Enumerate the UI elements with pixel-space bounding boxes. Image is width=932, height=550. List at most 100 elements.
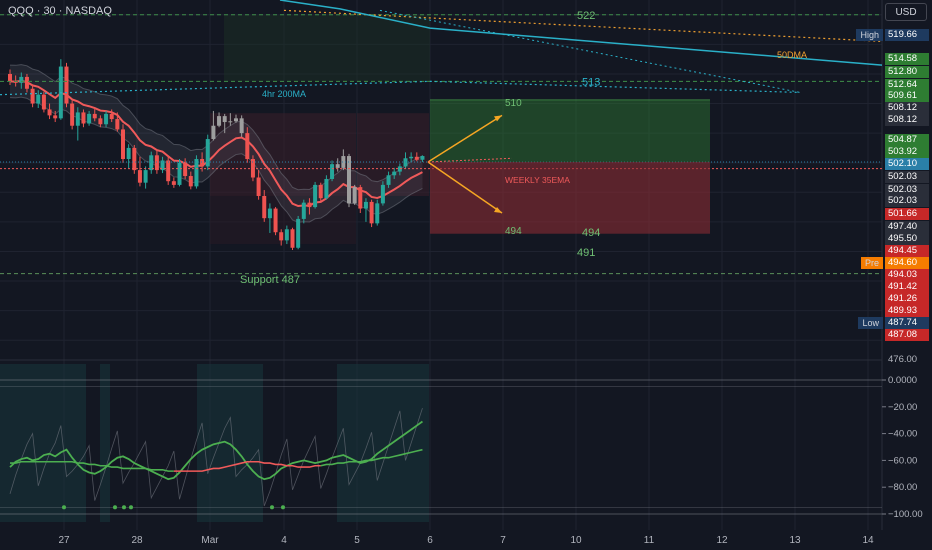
candle-body xyxy=(341,156,346,168)
x-tick-label: 10 xyxy=(570,535,582,546)
osc-signal-dot xyxy=(122,505,126,510)
x-tick-label: 14 xyxy=(862,535,874,546)
price-tag: 491.42 xyxy=(885,281,929,293)
candle-body xyxy=(137,170,142,183)
candle-body xyxy=(166,160,171,182)
candle-body xyxy=(47,109,52,116)
candle-body xyxy=(358,187,363,209)
osc-tick-label: −20.00 xyxy=(888,402,917,413)
candle-body xyxy=(154,155,159,171)
currency-button[interactable]: USD xyxy=(885,3,927,21)
candle-body xyxy=(397,166,402,172)
target-494b-label: 494 xyxy=(582,227,600,239)
x-tick-label: 7 xyxy=(500,535,506,546)
candle-body xyxy=(121,129,125,160)
oscillator-pane xyxy=(0,364,882,522)
candle-body xyxy=(330,164,335,179)
osc-signal-dot xyxy=(270,505,274,510)
candle-body xyxy=(239,118,244,134)
osc-tick-label: −100.00 xyxy=(888,509,923,520)
price-tag: 501.66 xyxy=(885,208,929,220)
low-price-value: 487.74 xyxy=(885,317,929,329)
zone-top xyxy=(224,14,430,82)
x-tick-label: 13 xyxy=(789,535,801,546)
target-510-label: 510 xyxy=(505,98,522,109)
candle-body xyxy=(245,133,250,160)
candle-body xyxy=(313,184,318,208)
osc-signal-dot xyxy=(113,505,117,510)
axes: 27 28 Mar 4 5 6 7 10 11 12 13 14 0.0000 −20.00 −40.00 −… xyxy=(58,354,922,546)
candle-body xyxy=(375,203,380,224)
candle-body xyxy=(267,208,272,219)
osc-signal-dot xyxy=(62,505,66,510)
candle-body xyxy=(115,119,120,130)
candle-body xyxy=(273,208,278,233)
price-tag: 502.10 xyxy=(885,158,929,170)
price-tag: 494.45 xyxy=(885,245,929,257)
candle-body xyxy=(205,139,210,167)
price-tag: 508.12 xyxy=(885,114,929,126)
shaded-zones xyxy=(210,14,430,245)
candle-body xyxy=(177,162,182,185)
candle-body xyxy=(160,160,165,171)
target-up-zone xyxy=(430,99,710,162)
osc-zone-4 xyxy=(337,364,429,522)
candle-body xyxy=(13,81,18,83)
osc-signal-dot xyxy=(129,505,133,510)
candle-body xyxy=(87,113,92,124)
candle-body xyxy=(143,170,148,183)
candle-body xyxy=(222,116,227,123)
price-level-lines xyxy=(0,0,883,275)
candle-body xyxy=(409,156,414,159)
osc-fast-line xyxy=(9,420,423,481)
price-tag: 494.03 xyxy=(885,269,929,281)
price-tag: 491.26 xyxy=(885,293,929,305)
candle-body xyxy=(262,195,267,219)
low-price-label: Low xyxy=(858,317,883,329)
price-tag: 487.08 xyxy=(885,329,929,341)
high-price-label: High xyxy=(856,29,883,41)
osc-signal-dot xyxy=(281,505,285,510)
arrow-up-head xyxy=(494,115,502,122)
premarket-price-label: Pre xyxy=(860,257,883,269)
osc-zone-3 xyxy=(197,364,263,522)
candle-body xyxy=(335,164,340,168)
x-tick-label: 12 xyxy=(716,535,728,546)
candle-body xyxy=(200,159,205,167)
osc-tick-label: −80.00 xyxy=(888,482,917,493)
price-tag: 502.03 xyxy=(885,171,929,183)
candle-body xyxy=(369,201,374,224)
candle-body xyxy=(318,184,323,199)
candle-body xyxy=(81,112,86,124)
price-tag: 502.03 xyxy=(885,184,929,196)
ma-4hr-label: 4hr 200MA xyxy=(262,89,306,99)
x-tick-label: 5 xyxy=(354,535,360,546)
symbol-title[interactable]: QQQ · 30 · NASDAQ xyxy=(8,5,112,17)
candle-body xyxy=(36,94,41,104)
candle-body xyxy=(41,94,46,110)
x-tick-label: 6 xyxy=(427,535,433,546)
candle-body xyxy=(284,229,289,241)
candle-body xyxy=(324,178,329,199)
osc-zone-1 xyxy=(0,364,86,522)
support-label: Support 487 xyxy=(240,274,300,286)
price-tag: 508.12 xyxy=(885,102,929,114)
candle-body xyxy=(420,156,425,160)
candle-body xyxy=(347,156,351,204)
x-tick-label: 4 xyxy=(281,535,287,546)
candle-body xyxy=(24,76,29,89)
osc-tick-label: 0.0000 xyxy=(888,375,917,386)
candle-body xyxy=(19,76,24,83)
ma-band-fill xyxy=(10,64,423,223)
candle-body xyxy=(194,159,199,187)
candle-body xyxy=(217,116,222,126)
candle-body xyxy=(92,113,97,119)
zone-left xyxy=(210,113,356,196)
price-tag: 512.80 xyxy=(885,66,929,78)
annotation-texts: 522 513 4hr 200MA 50DMA WEEKLY 35EMA Support … xyxy=(240,10,807,286)
candle-body xyxy=(171,181,176,185)
osc-slow-line-red xyxy=(173,460,321,472)
candle-body xyxy=(98,118,103,125)
price-tag: 512.64 xyxy=(885,79,929,91)
